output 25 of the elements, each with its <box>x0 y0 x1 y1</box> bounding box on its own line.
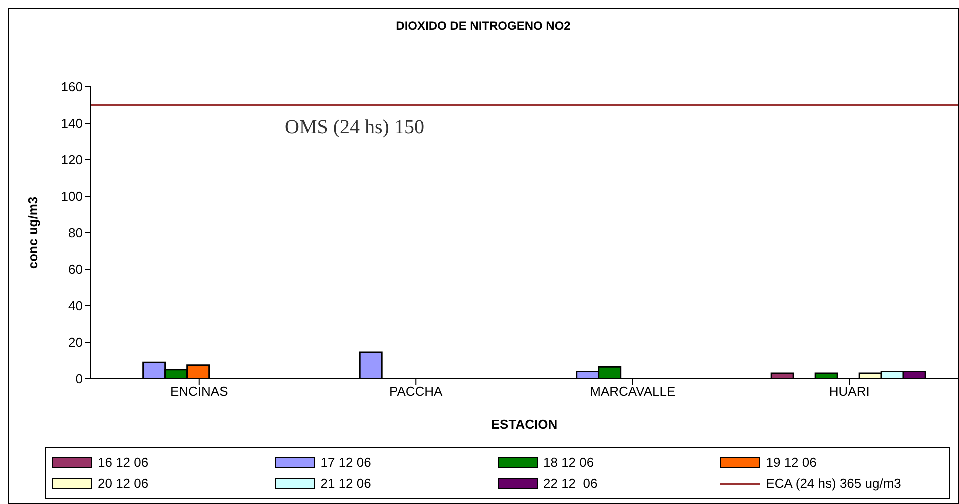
y-tick-label: 80 <box>68 226 83 241</box>
x-tick-label: HUARI <box>829 384 870 400</box>
legend-label: 18 12 06 <box>544 455 594 470</box>
y-tick-label: 0 <box>76 372 83 387</box>
legend-label: 20 12 06 <box>98 476 149 491</box>
ref-line-label: OMS (24 hs) 150 <box>285 116 424 138</box>
y-tick-label: 160 <box>61 80 83 95</box>
legend-label: ECA (24 hs) 365 ug/m3 <box>766 476 902 491</box>
legend-label: 17 12 06 <box>320 455 372 470</box>
x-axis-title: ESTACION <box>491 417 558 432</box>
x-tick-label: ENCINAS <box>170 384 229 400</box>
y-tick-label: 40 <box>68 298 83 314</box>
y-tick-label: 140 <box>61 116 83 132</box>
y-tick-label: 100 <box>61 189 83 204</box>
y-tick-label: 20 <box>68 335 83 350</box>
legend-label: 21 12 06 <box>320 476 372 491</box>
y-axis-title: conc ug/m3 <box>26 196 41 270</box>
legend-label: 19 12 06 <box>766 455 817 470</box>
y-tick-label: 120 <box>61 152 83 168</box>
legend-label: 22 12 06 <box>544 476 598 491</box>
x-tick-label: PACCHA <box>390 384 444 400</box>
x-tick-label: MARCAVALLE <box>590 384 676 400</box>
legend-label: 16 12 06 <box>98 455 149 470</box>
y-tick-label: 60 <box>68 262 83 278</box>
chart-title: DIOXIDO DE NITROGENO NO2 <box>395 19 572 33</box>
